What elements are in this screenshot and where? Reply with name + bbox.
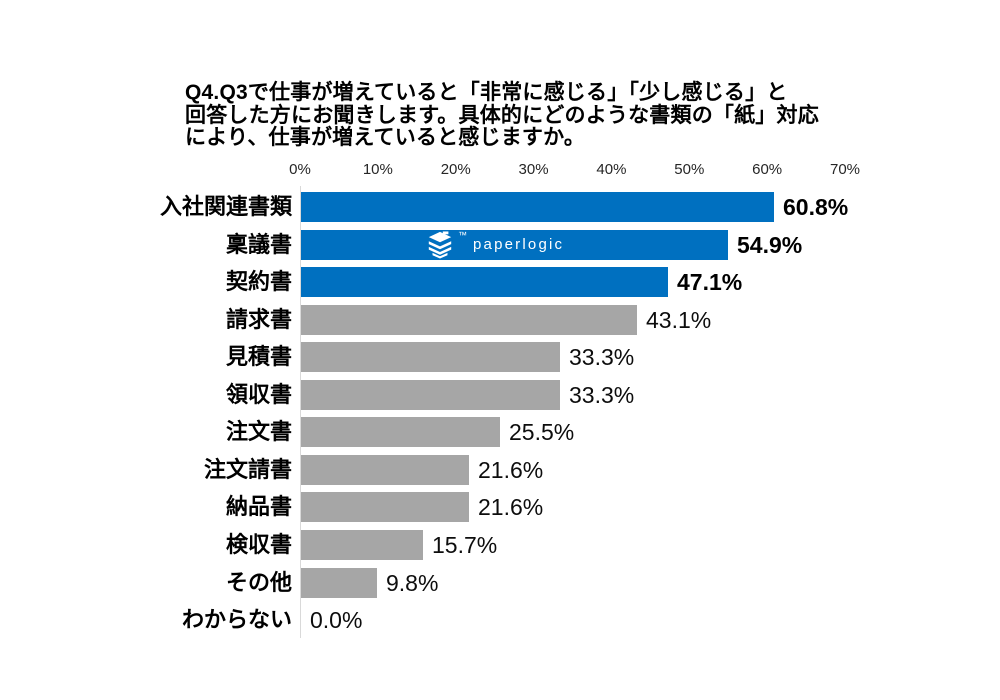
chart-row: 契約書 47.1% bbox=[0, 267, 1000, 298]
bar bbox=[301, 567, 377, 598]
bar bbox=[301, 379, 560, 410]
chart-row: 見積書 33.3% bbox=[0, 342, 1000, 373]
value-label: 33.3% bbox=[569, 344, 635, 371]
value-label: 43.1% bbox=[646, 306, 712, 333]
chart-row: 注文請書 21.6% bbox=[0, 454, 1000, 485]
value-label: 25.5% bbox=[509, 419, 575, 446]
value-label: 21.6% bbox=[478, 456, 544, 483]
paper-stack-icon bbox=[428, 230, 452, 259]
value-label: 54.9% bbox=[737, 231, 803, 258]
category-label: 検収書 bbox=[225, 531, 292, 557]
category-label: その他 bbox=[225, 569, 292, 595]
category-label: 領収書 bbox=[225, 381, 292, 407]
bar bbox=[301, 454, 469, 485]
category-label: わからない bbox=[181, 607, 292, 633]
category-label: 注文請書 bbox=[203, 456, 292, 482]
category-label: 請求書 bbox=[225, 306, 292, 332]
chart-row: 注文書 25.5% bbox=[0, 417, 1000, 448]
value-label: 15.7% bbox=[432, 531, 498, 558]
x-axis-tick-label: 10% bbox=[362, 161, 393, 178]
bar bbox=[301, 304, 637, 335]
value-label: 47.1% bbox=[677, 269, 743, 296]
category-label: 契約書 bbox=[225, 269, 292, 295]
bar bbox=[301, 417, 500, 448]
category-label: 入社関連書類 bbox=[159, 194, 292, 219]
x-axis-tick-label: 70% bbox=[829, 161, 861, 178]
category-label: 見積書 bbox=[225, 344, 292, 370]
bar bbox=[301, 342, 560, 373]
value-label: 0.0% bbox=[310, 607, 363, 634]
value-label: 60.8% bbox=[783, 194, 849, 220]
category-label: 注文書 bbox=[225, 419, 292, 445]
value-label: 33.3% bbox=[569, 381, 635, 408]
x-axis-tick-label: 60% bbox=[752, 161, 783, 178]
chart-row: その他 9.8% bbox=[0, 567, 1000, 598]
chart-row: 入社関連書類 60.8% bbox=[0, 192, 1000, 222]
category-label: 納品書 bbox=[225, 494, 292, 520]
x-axis: 0% 10% 20% 30% 40% 50% 60% 70% bbox=[0, 161, 1000, 181]
chart-row: わからない 0.0% bbox=[0, 605, 1000, 635]
x-axis-tick-label: 30% bbox=[518, 161, 549, 178]
bar bbox=[301, 267, 668, 298]
bar bbox=[301, 192, 774, 222]
category-label: 稟議書 bbox=[225, 231, 292, 257]
value-label: 9.8% bbox=[386, 569, 439, 596]
paperlogic-wordmark: paperlogic bbox=[473, 236, 565, 253]
chart-row: 請求書 43.1% bbox=[0, 304, 1000, 335]
bar bbox=[301, 529, 423, 560]
trademark-symbol: ™ bbox=[458, 230, 467, 240]
chart-row: 検収書 15.7% bbox=[0, 529, 1000, 560]
x-axis-tick-label: 20% bbox=[440, 161, 471, 178]
bar bbox=[301, 492, 469, 523]
value-label: 21.6% bbox=[478, 494, 544, 521]
chart-row: 領収書 33.3% bbox=[0, 379, 1000, 410]
y-axis-line bbox=[300, 186, 301, 638]
chart-row: 納品書 21.6% bbox=[0, 492, 1000, 523]
paperlogic-logo-watermark: ™ paperlogic bbox=[424, 230, 564, 259]
x-axis-tick-label: 40% bbox=[596, 161, 627, 178]
chart-row: 稟議書 54.9% bbox=[0, 229, 1000, 260]
bar bbox=[301, 229, 728, 260]
chart-title: Q4.Q3で仕事が増えていると「非常に感じる」「少し感じる」と 回答した方にお聞… bbox=[185, 81, 819, 149]
x-axis-tick-label: 50% bbox=[674, 161, 705, 178]
x-axis-tick-label: 0% bbox=[289, 161, 311, 178]
